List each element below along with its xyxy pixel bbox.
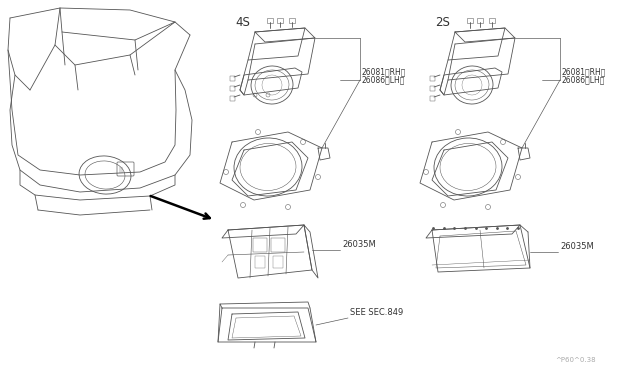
Text: 26086〈LH〉: 26086〈LH〉 (362, 75, 405, 84)
Bar (430, 76, 435, 81)
Text: 26081〈RH〉: 26081〈RH〉 (362, 67, 406, 76)
Text: ^P60^0.38: ^P60^0.38 (555, 357, 596, 363)
Bar (230, 86, 235, 91)
Bar (230, 76, 235, 81)
Text: SEE SEC.849: SEE SEC.849 (350, 308, 403, 317)
Text: 26035M: 26035M (342, 240, 376, 249)
Bar (489, 18, 495, 23)
Text: 2S: 2S (435, 16, 450, 29)
Bar (467, 18, 473, 23)
Bar (230, 96, 235, 101)
Text: 26086〈LH〉: 26086〈LH〉 (562, 75, 605, 84)
Bar (273, 256, 283, 268)
Bar (271, 238, 285, 252)
Bar (267, 18, 273, 23)
Bar (477, 18, 483, 23)
Bar (430, 86, 435, 91)
Bar (277, 18, 283, 23)
Bar (253, 238, 267, 252)
Text: 26081〈RH〉: 26081〈RH〉 (562, 67, 606, 76)
Bar (255, 256, 265, 268)
Text: 4S: 4S (235, 16, 250, 29)
Bar (430, 96, 435, 101)
Bar (289, 18, 295, 23)
Text: 26035M: 26035M (560, 242, 594, 251)
